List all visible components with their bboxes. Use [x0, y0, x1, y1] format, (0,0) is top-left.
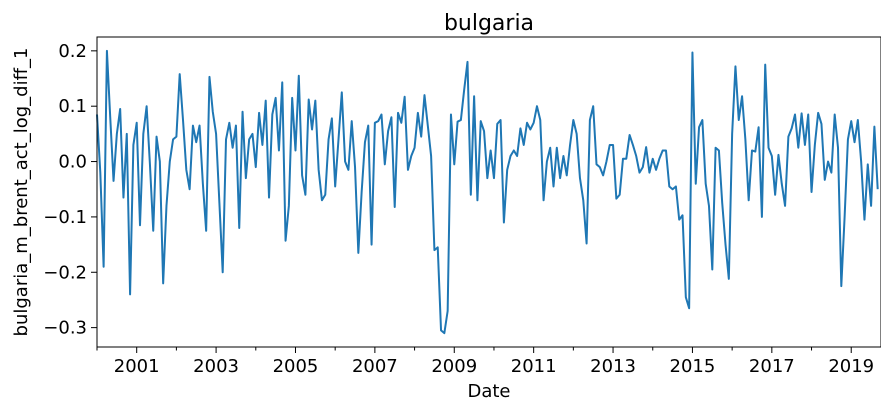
y-tick-label: 0.0: [58, 152, 87, 173]
x-tick-label: 2001: [114, 356, 160, 377]
y-axis: 0.2 0.1 0.0 −0.1 −0.2 −0.3: [43, 41, 97, 339]
x-tick-label: 2003: [193, 356, 239, 377]
y-axis-label: bulgaria_m_brent_act_log_diff_1: [11, 48, 32, 337]
series-line-0: [96, 49, 879, 335]
chart-title: bulgaria: [444, 11, 534, 36]
x-tick-label: 2015: [670, 356, 716, 377]
x-tick-label: 2007: [352, 356, 398, 377]
x-tick-label: 2005: [273, 356, 319, 377]
x-tick-label: 2017: [749, 356, 795, 377]
y-tick-label: −0.2: [43, 262, 87, 283]
y-tick-label: 0.2: [58, 41, 87, 62]
x-tick-label: 2019: [828, 356, 874, 377]
x-axis-label: Date: [467, 381, 510, 402]
x-tick-label: 2009: [431, 356, 477, 377]
x-tick-label: 2013: [590, 356, 636, 377]
x-tick-label: 2011: [511, 356, 557, 377]
y-tick-label: 0.1: [58, 96, 87, 117]
x-axis: 2001 2003 2005 2007 2009 2011 2013 2015 2017 2019: [96, 347, 874, 377]
series-layer: [96, 49, 879, 335]
y-tick-label: −0.3: [43, 318, 87, 339]
y-tick-label: −0.1: [43, 207, 87, 228]
plot-frame: [96, 36, 881, 348]
